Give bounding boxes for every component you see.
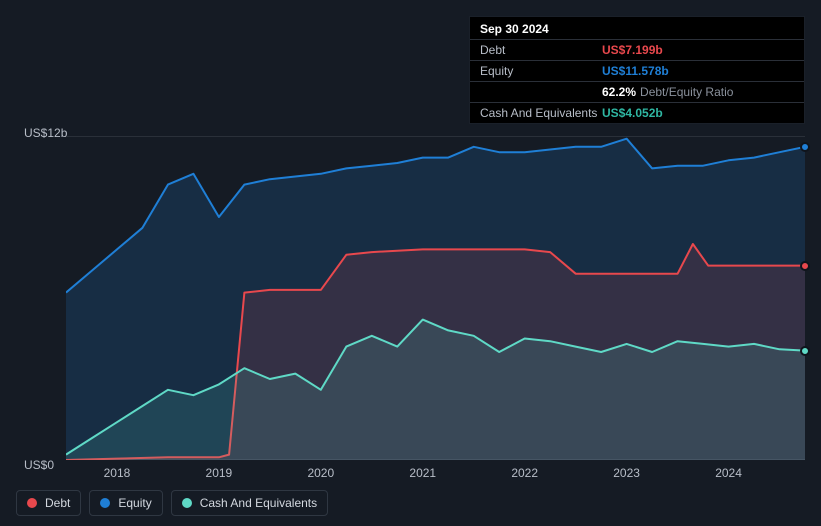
- plot-area[interactable]: [66, 136, 805, 460]
- chart-svg: [66, 136, 805, 460]
- legend-item[interactable]: Debt: [16, 490, 81, 516]
- x-tick: 2019: [206, 466, 233, 480]
- legend: Debt Equity Cash And Equivalents: [16, 490, 328, 516]
- tooltip-debt-value: US$7.199b: [602, 43, 663, 57]
- tooltip-debt-row: Debt US$7.199b: [470, 40, 804, 61]
- tooltip-equity-value: US$11.578b: [602, 64, 669, 78]
- chart-region: US$12b US$0: [16, 130, 805, 466]
- tooltip-ratio-pct: 62.2%: [602, 85, 636, 99]
- cash-marker: [800, 346, 810, 356]
- legend-item[interactable]: Equity: [89, 490, 162, 516]
- legend-item[interactable]: Cash And Equivalents: [171, 490, 328, 516]
- tooltip-cash-value: US$4.052b: [602, 106, 663, 120]
- x-tick: 2020: [307, 466, 334, 480]
- legend-swatch: [27, 498, 37, 508]
- tooltip-ratio-text: Debt/Equity Ratio: [640, 85, 733, 99]
- x-tick: 2022: [511, 466, 538, 480]
- hover-tooltip: Sep 30 2024 Debt US$7.199b Equity US$11.…: [469, 16, 805, 124]
- x-axis: 2018 2019 2020 2021 2022 2023 2024: [66, 466, 805, 486]
- tooltip-ratio-spacer: [480, 85, 602, 99]
- tooltip-ratio-row: 62.2% Debt/Equity Ratio: [470, 82, 804, 103]
- tooltip-cash-row: Cash And Equivalents US$4.052b: [470, 103, 804, 123]
- tooltip-debt-label: Debt: [480, 43, 602, 57]
- legend-swatch: [100, 498, 110, 508]
- x-tick: 2018: [104, 466, 131, 480]
- tooltip-equity-label: Equity: [480, 64, 602, 78]
- x-tick: 2023: [613, 466, 640, 480]
- x-tick: 2024: [715, 466, 742, 480]
- y-axis-label-min: US$0: [24, 458, 54, 472]
- tooltip-cash-label: Cash And Equivalents: [480, 106, 602, 120]
- legend-label: Debt: [45, 496, 70, 510]
- legend-swatch: [182, 498, 192, 508]
- equity-marker: [800, 142, 810, 152]
- tooltip-date: Sep 30 2024: [470, 17, 804, 40]
- legend-label: Cash And Equivalents: [200, 496, 317, 510]
- x-tick: 2021: [409, 466, 436, 480]
- tooltip-equity-row: Equity US$11.578b: [470, 61, 804, 82]
- y-axis-label-max: US$12b: [24, 126, 67, 140]
- debt-marker: [800, 261, 810, 271]
- legend-label: Equity: [118, 496, 151, 510]
